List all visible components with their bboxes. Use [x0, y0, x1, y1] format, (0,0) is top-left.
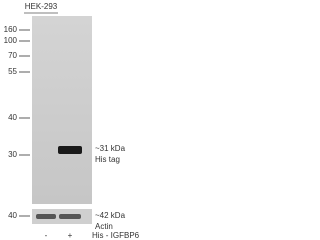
main-blot — [32, 16, 92, 204]
actin-marker: 40 — [8, 211, 17, 220]
construct-label: His - IGFBP6 — [92, 231, 140, 240]
his-band — [58, 146, 82, 154]
actin-label: Actin — [95, 222, 113, 231]
marker-label: 30 — [8, 150, 17, 159]
actin-band — [36, 214, 56, 219]
marker-label: 100 — [4, 36, 18, 45]
lane-plus: + — [68, 231, 73, 240]
actin-size: ~42 kDa — [95, 211, 126, 220]
blot-figure: HEK-293 160 100 70 55 40 30 40 ~31 kDa His ta… — [4, 2, 140, 240]
marker-label: 55 — [8, 67, 17, 76]
marker-label: 40 — [8, 113, 17, 122]
his-size: ~31 kDa — [95, 144, 126, 153]
lane-minus: - — [45, 231, 48, 240]
actin-band — [59, 214, 81, 219]
his-label: His tag — [95, 155, 120, 164]
marker-label: 70 — [8, 51, 17, 60]
cell-line-label: HEK-293 — [25, 2, 58, 11]
marker-label: 160 — [4, 25, 18, 34]
